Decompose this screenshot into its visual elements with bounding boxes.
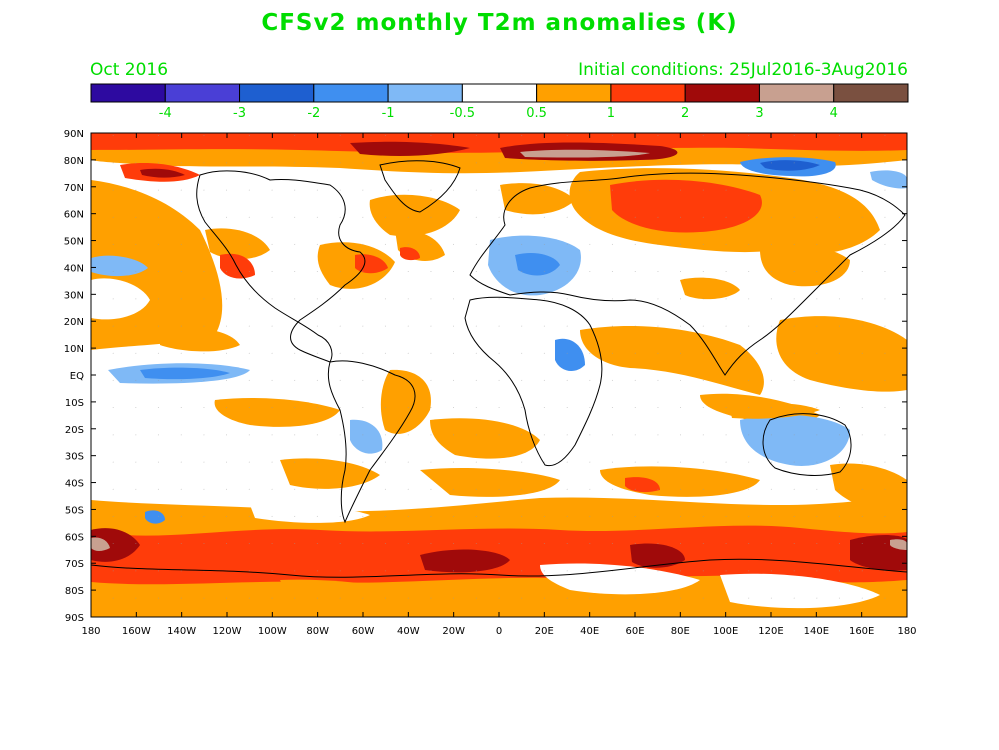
colorbar-label: -0.5 [450, 106, 475, 121]
map-plot-area [91, 133, 907, 617]
lat-label: 60N [64, 210, 84, 221]
colorbar-bin [536, 83, 612, 103]
lon-label: 140E [804, 626, 829, 637]
colorbar-bin [313, 83, 389, 103]
lat-label: 30N [64, 290, 84, 301]
lon-label: 120E [758, 626, 783, 637]
lat-label: 80N [64, 156, 84, 167]
colorbar-label: -3 [233, 106, 246, 121]
coastlines [91, 160, 907, 578]
colorbar [90, 83, 909, 103]
colorbar-bin [387, 83, 463, 103]
lat-label: 90S [65, 613, 84, 624]
lon-label: 120W [213, 626, 242, 637]
lat-label: 40N [64, 263, 84, 274]
australia-coast [762, 413, 852, 476]
lon-label: 40E [580, 626, 599, 637]
antarctica-coast [91, 558, 907, 578]
lon-label: 40W [397, 626, 420, 637]
lat-label: 10N [64, 344, 84, 355]
colorbar-bin [164, 83, 241, 103]
lon-label: 60E [625, 626, 644, 637]
lat-label: 70S [65, 559, 84, 570]
lat-label: 20S [65, 425, 84, 436]
colorbar-label: -4 [159, 106, 172, 121]
greenland-coast [379, 160, 461, 213]
lat-label: 40S [65, 479, 84, 490]
colorbar-label: 2 [681, 106, 689, 121]
colorbar-label: 0.5 [526, 106, 547, 121]
valid-month-label: Oct 2016 [90, 60, 169, 80]
lon-label: 160E [849, 626, 874, 637]
colorbar-bin [610, 83, 686, 103]
lat-label: EQ [70, 371, 84, 382]
colorbar-bin [758, 83, 835, 103]
lon-label: 180 [81, 626, 100, 637]
lon-label: 100W [258, 626, 287, 637]
lon-label: 180 [897, 626, 916, 637]
colorbar-bin [684, 83, 760, 103]
south-america-coast [327, 360, 416, 524]
lat-labels: 90N 80N 70N 60N 50N 40N 30N 20N 10N EQ 10S 20S 30S 40… [64, 129, 84, 624]
colorbar-bin [833, 83, 909, 103]
colorbar-label: 1 [607, 106, 615, 121]
north-america-coast [196, 170, 366, 363]
colorbar-label: -1 [382, 106, 395, 121]
africa-coast [464, 296, 603, 467]
lon-label: 60W [352, 626, 375, 637]
colorbar-bin [90, 83, 166, 103]
lon-label: 20E [535, 626, 554, 637]
lon-label: 20W [442, 626, 465, 637]
colorbar-labels: -4 -3 -2 -1 -0.5 0.5 1 2 3 4 [159, 106, 838, 121]
colorbar-bin [239, 83, 315, 103]
lon-label: 80W [306, 626, 329, 637]
lat-label: 60S [65, 532, 84, 543]
map-title: CFSv2 monthly T2m anomalies (K) [261, 10, 738, 36]
graticule-dots [91, 133, 907, 617]
lon-label: 160W [122, 626, 151, 637]
lat-ticks [91, 133, 907, 617]
lon-label: 140W [167, 626, 196, 637]
lat-label: 70N [64, 183, 84, 194]
lat-label: 20N [64, 317, 84, 328]
lon-label: 100E [713, 626, 738, 637]
lon-labels: 180 160W 140W 120W 100W 80W 60W 40W 20W 0 20E 40E 60… [81, 626, 916, 637]
lon-label: 80E [671, 626, 690, 637]
initial-conditions-label: Initial conditions: 25Jul2016-3Aug2016 [578, 60, 908, 80]
eurasia-coast [469, 172, 906, 376]
lat-label: 50S [65, 505, 84, 516]
lon-ticks [91, 133, 907, 617]
colorbar-label: -2 [307, 106, 320, 121]
lon-label: 0 [496, 626, 502, 637]
lat-label: 10S [65, 398, 84, 409]
map-frame [90, 132, 908, 618]
lat-label: 80S [65, 586, 84, 597]
colorbar-bin [461, 83, 538, 103]
lat-label: 30S [65, 452, 84, 463]
lat-label: 50N [64, 237, 84, 248]
colorbar-label: 3 [755, 106, 763, 121]
lat-label: 90N [64, 129, 84, 140]
colorbar-label: 4 [830, 106, 838, 121]
